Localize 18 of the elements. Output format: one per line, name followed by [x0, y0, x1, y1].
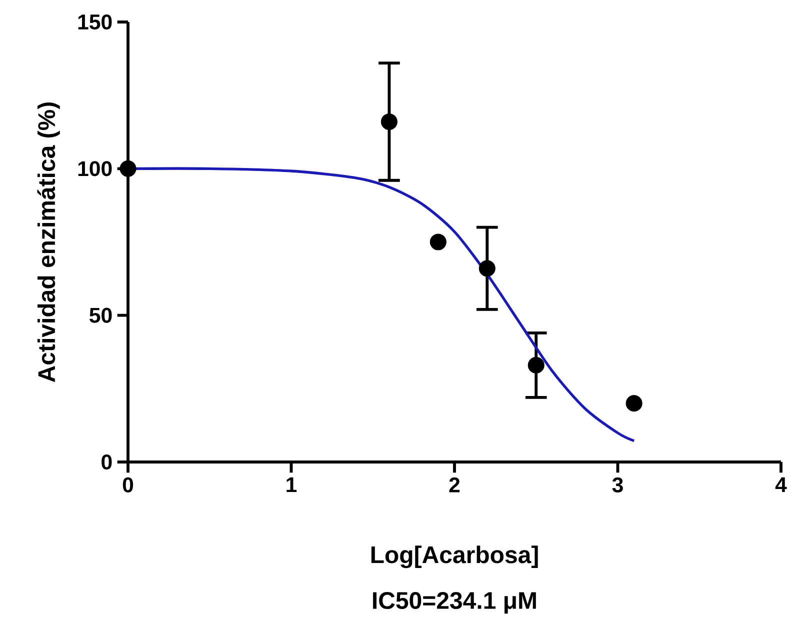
point	[430, 234, 446, 250]
y-tick-label: 50	[90, 308, 112, 323]
point	[120, 160, 136, 177]
text: IC50=234.1 μM	[373, 592, 536, 614]
x-axis-title: Log[Acarbosa]	[371, 546, 538, 568]
x-tick-label: 2	[449, 477, 460, 492]
point	[626, 395, 642, 412]
y-tick-label: 0	[102, 454, 112, 470]
point	[380, 113, 398, 130]
x-tick-label: 4	[775, 477, 787, 492]
point	[478, 260, 496, 277]
x-tick-label: 3	[612, 477, 623, 492]
x-tick-label: 0	[122, 477, 134, 492]
y-axis-title: Actividad enzimática (%)	[37, 102, 60, 382]
y-tick-label: 150	[78, 14, 112, 30]
y-tick-label: 100	[78, 161, 112, 176]
x-tick-label: 1	[286, 477, 297, 492]
point	[528, 356, 544, 374]
